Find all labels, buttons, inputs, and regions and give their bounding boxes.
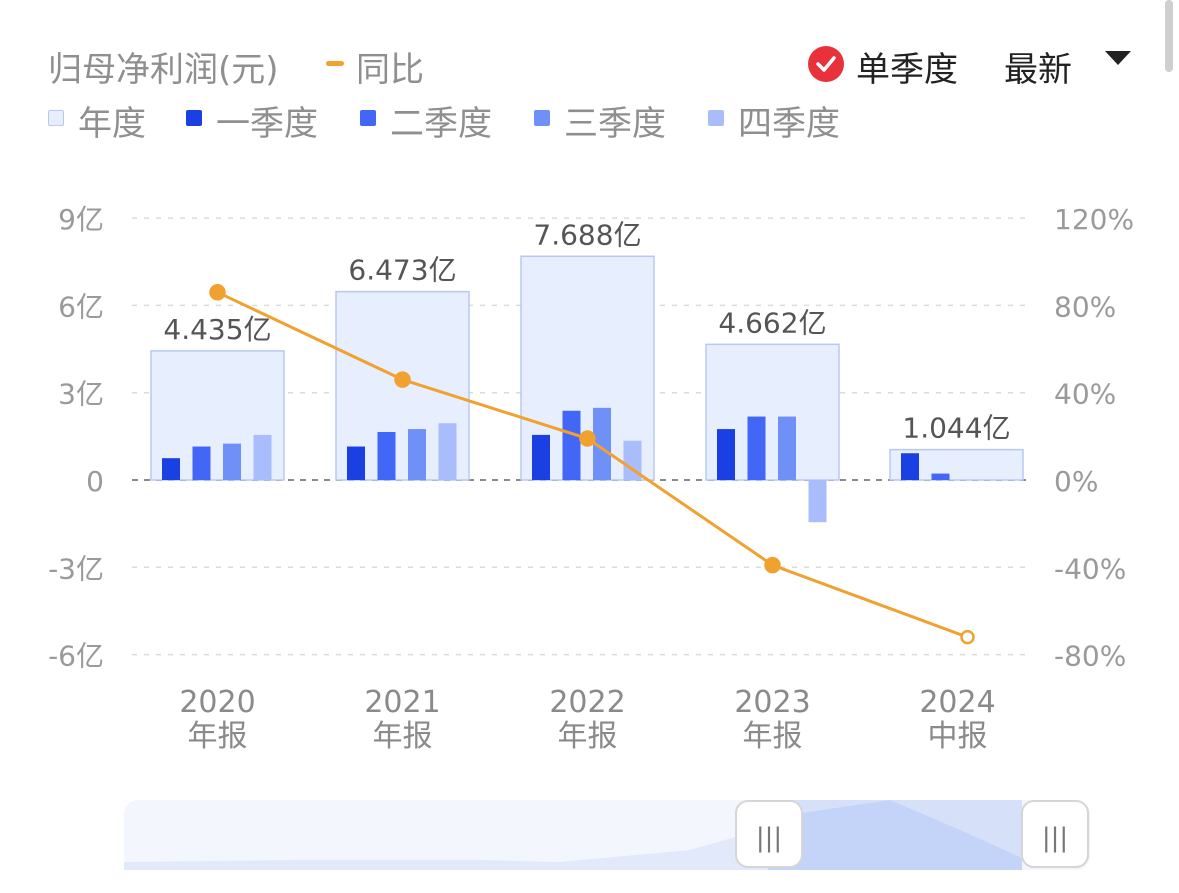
annual-data-label: 4.435亿 [163, 313, 271, 346]
legend-swatch-q3 [534, 110, 550, 126]
scrollbar[interactable] [1165, 0, 1173, 72]
x-tick-label: 2020 [179, 685, 255, 720]
quarter-bar [778, 416, 796, 480]
legend-item-q3[interactable]: 三季度 [534, 96, 666, 145]
quarter-bar [901, 453, 919, 480]
annual-data-label: 7.688亿 [533, 218, 641, 251]
quarter-bar [253, 434, 272, 480]
y-left-tick-label: 0 [86, 465, 104, 498]
quarter-bar [593, 407, 611, 480]
yoy-legend-label: 同比 [356, 50, 424, 90]
yoy-point [960, 629, 975, 645]
caret-down-icon[interactable] [1105, 51, 1131, 65]
latest-dropdown[interactable]: 最新 [1004, 50, 1072, 90]
yoy-point [394, 371, 411, 388]
quarter-bar [808, 480, 827, 523]
slider-handle[interactable] [735, 800, 803, 868]
legend: 年度 一季度 二季度 三季度 四季度 [0, 96, 1179, 144]
chart-title: 归母净利润(元) [48, 50, 279, 90]
x-tick-label: 2021 [364, 685, 440, 720]
y-right-tick-label: 80% [1054, 290, 1116, 323]
yoy-point [764, 556, 781, 574]
quarter-bar [438, 423, 457, 480]
x-tick-label: 年报 [373, 719, 433, 754]
y-left-tick-label: -3亿 [48, 552, 104, 585]
y-left-tick-label: 9亿 [58, 203, 104, 236]
y-right-tick-label: 40% [1054, 378, 1116, 411]
x-tick-label: 年报 [188, 719, 248, 754]
yoy-point [209, 284, 226, 301]
x-tick-label: 2023 [734, 685, 810, 720]
legend-swatch-q2 [360, 110, 376, 126]
x-tick-label: 2024 [919, 685, 995, 720]
x-tick-label: 中报 [928, 719, 988, 754]
slider-handle[interactable] [1021, 800, 1089, 868]
quarter-bar [408, 429, 426, 480]
range-slider: ||| ||| [124, 800, 1090, 870]
quarter-bar [562, 410, 581, 480]
slider-handle-grip-label: ||| [756, 823, 782, 853]
legend-item-q4[interactable]: 四季度 [708, 96, 840, 145]
x-tick-label: 2022 [549, 685, 625, 720]
annual-data-label: 4.662亿 [718, 306, 826, 339]
y-right-tick-label: 120% [1054, 203, 1134, 236]
yoy-point [579, 430, 596, 447]
quarter-bar [223, 443, 241, 480]
quarter-bar [377, 431, 396, 480]
annual-data-label: 1.044亿 [902, 412, 1010, 445]
quarter-bar [717, 429, 735, 480]
legend-item-annual[interactable]: 年度 [48, 96, 146, 145]
legend-swatch-annual [48, 110, 64, 126]
quarter-bar [192, 446, 211, 480]
quarter-bar [623, 440, 642, 480]
slider-handle-grip-label: ||| [1042, 823, 1068, 853]
y-right-tick-label: -40% [1054, 552, 1126, 585]
slider-selection-area [768, 800, 1022, 870]
y-left-tick-label: -6亿 [48, 640, 104, 673]
single-quarter-toggle[interactable]: 单季度 [856, 50, 958, 90]
legend-swatch-q1 [186, 110, 202, 126]
annual-data-label: 6.473亿 [348, 254, 456, 287]
quarter-bar [532, 434, 550, 480]
y-left-tick-label: 6亿 [58, 290, 104, 323]
y-left-tick-label: 3亿 [58, 378, 104, 411]
quarter-bar [347, 446, 365, 480]
quarter-bar [747, 416, 766, 480]
quarter-bar [162, 458, 180, 480]
y-right-tick-label: -80% [1054, 640, 1126, 673]
x-tick-label: 年报 [558, 719, 618, 754]
y-right-tick-label: 0% [1054, 465, 1098, 498]
checkmark-icon[interactable] [808, 46, 844, 82]
legend-swatch-q4 [708, 110, 724, 126]
legend-item-q2[interactable]: 二季度 [360, 96, 492, 145]
quarter-bar [931, 473, 950, 480]
yoy-legend-swatch [326, 61, 344, 66]
legend-item-q1[interactable]: 一季度 [186, 96, 318, 145]
yoy-legend-item[interactable]: 同比 [326, 42, 424, 91]
x-tick-label: 年报 [743, 719, 803, 754]
